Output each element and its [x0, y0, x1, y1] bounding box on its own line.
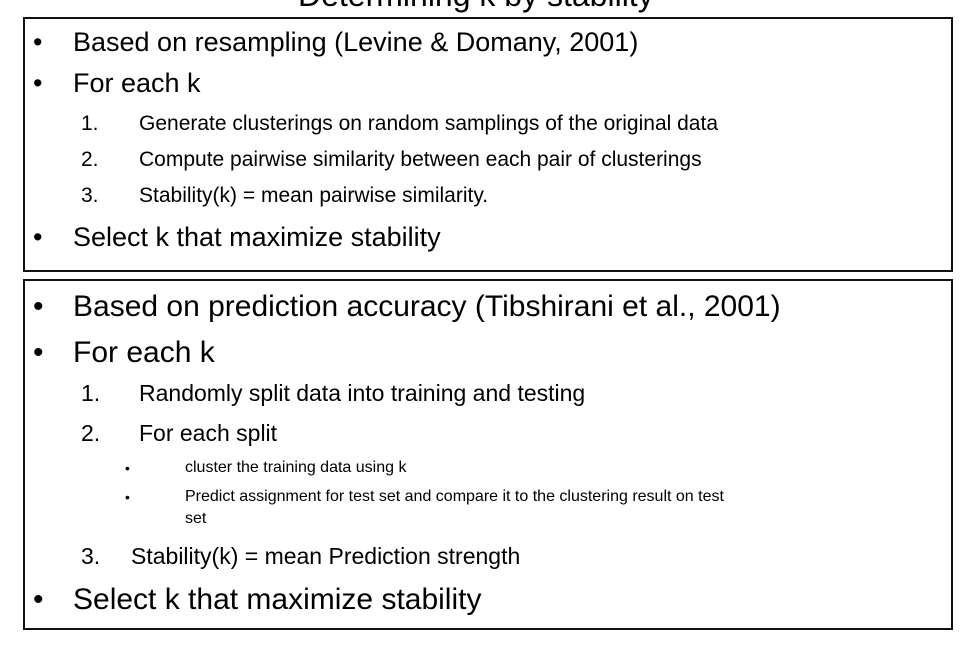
numbered-item: 2. For each split	[25, 418, 925, 448]
bullet-icon: •	[125, 489, 130, 505]
list-item-text: Based on prediction accuracy (Tibshirani…	[73, 290, 781, 323]
list-item-text: For each k	[73, 336, 215, 369]
list-item-text: Select k that maximize stability	[73, 222, 441, 252]
sub-list-item-continuation: set	[25, 508, 925, 530]
sub-list-item: • cluster the training data using k	[25, 457, 925, 479]
numbered-item-text: Compute pairwise similarity between each…	[139, 148, 702, 171]
slide-title-text: Determining k by stability	[298, 0, 654, 12]
bullet-icon: •	[33, 583, 44, 616]
list-item: • Select k that maximize stability	[25, 220, 925, 254]
list-item-text: Based on resampling (Levine & Domany, 20…	[73, 27, 639, 57]
bullet-icon: •	[33, 290, 44, 323]
item-number: 3.	[81, 543, 101, 569]
numbered-item: 1. Generate clusterings on random sampli…	[25, 110, 925, 138]
list-item: • For each k	[25, 66, 925, 100]
item-number: 1.	[81, 112, 99, 135]
sub-list-item-text: Predict assignment for test set and comp…	[185, 488, 724, 505]
item-number: 1.	[81, 380, 101, 406]
numbered-item-text: Stability(k) = mean Prediction strength	[131, 543, 521, 569]
list-item: • For each k	[25, 333, 925, 373]
list-item-text: Select k that maximize stability	[73, 583, 482, 616]
numbered-item: 3. Stability(k) = mean Prediction streng…	[25, 541, 925, 571]
sub-list-item-text: cluster the training data using k	[185, 459, 407, 476]
numbered-item-text: Stability(k) = mean pairwise similarity.	[139, 184, 489, 207]
prediction-method-box: • Based on prediction accuracy (Tibshira…	[23, 279, 953, 630]
item-number: 2.	[81, 420, 101, 446]
resampling-method-box: • Based on resampling (Levine & Domany, …	[23, 17, 953, 272]
item-number: 2.	[81, 148, 99, 171]
numbered-item: 3. Stability(k) = mean pairwise similari…	[25, 182, 925, 210]
bullet-icon: •	[33, 336, 44, 369]
item-number: 3.	[81, 184, 99, 207]
slide-title-fragment: Determining k by stability	[0, 0, 974, 14]
numbered-item-text: Generate clusterings on random samplings…	[139, 112, 718, 135]
list-item: • Based on prediction accuracy (Tibshira…	[25, 287, 925, 327]
sub-list-item: • Predict assignment for test set and co…	[25, 486, 925, 508]
bullet-icon: •	[33, 68, 43, 98]
numbered-item: 1. Randomly split data into training and…	[25, 378, 925, 408]
list-item: • Based on resampling (Levine & Domany, …	[25, 25, 925, 59]
numbered-item-text: Randomly split data into training and te…	[139, 380, 586, 406]
bullet-icon: •	[33, 222, 43, 252]
numbered-item-text: For each split	[139, 420, 278, 446]
numbered-item: 2. Compute pairwise similarity between e…	[25, 146, 925, 174]
list-item: • Select k that maximize stability	[25, 580, 925, 620]
sub-list-item-text: set	[185, 510, 207, 527]
list-item-text: For each k	[73, 68, 201, 98]
bullet-icon: •	[125, 460, 130, 476]
bullet-icon: •	[33, 27, 43, 57]
